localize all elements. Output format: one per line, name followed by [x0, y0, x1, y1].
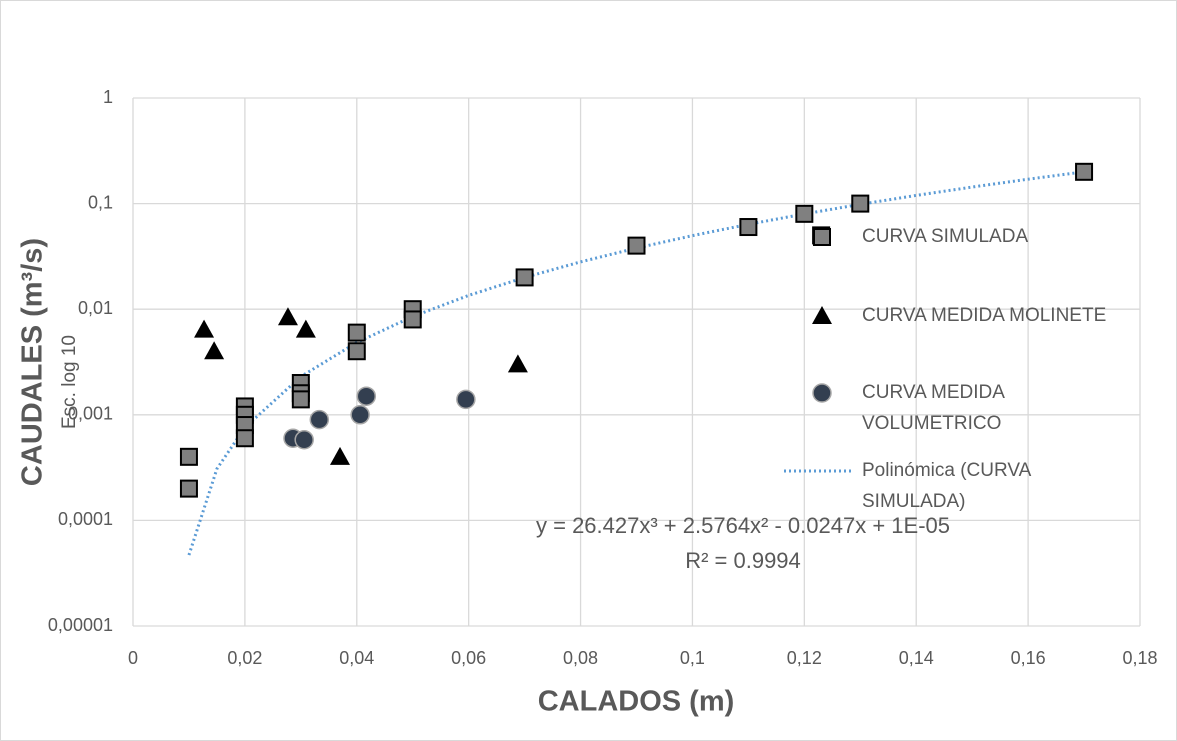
- triangle-marker: [295, 319, 316, 338]
- circle-marker: [309, 409, 330, 430]
- x-tick-label: 0,06: [451, 648, 486, 668]
- circle-marker: [350, 405, 370, 425]
- y-tick-label: 0,01: [78, 298, 113, 318]
- triangle-marker: [812, 306, 832, 324]
- triangle-marker: [507, 354, 528, 373]
- x-tick-label: 0,12: [787, 648, 822, 668]
- x-axis-title: CALADOS (m): [538, 686, 735, 718]
- trendline: [187, 170, 1085, 556]
- x-tick-label: 0,02: [227, 648, 262, 668]
- square-marker: [739, 218, 758, 237]
- r-squared: R² = 0.9994: [685, 548, 801, 573]
- legend-label: CURVA MEDIDA MOLINETE: [862, 305, 1107, 326]
- x-tick-label: 0,04: [339, 648, 374, 668]
- circle-marker: [812, 383, 832, 403]
- y-tick-label: 1: [103, 87, 113, 107]
- x-tick-label: 0,1: [680, 648, 705, 668]
- square-marker: [347, 342, 366, 361]
- square-marker: [291, 390, 310, 409]
- square-marker: [1075, 162, 1094, 181]
- y-tick-label: 0,00001: [48, 615, 113, 635]
- x-tick-label: 0,16: [1011, 648, 1046, 668]
- triangle-marker: [329, 446, 350, 465]
- square-marker: [795, 204, 814, 223]
- y-tick-label: 0,0001: [58, 509, 113, 529]
- y-axis-note: Esc. log 10: [59, 335, 80, 429]
- square-marker: [403, 310, 422, 329]
- x-tick-label: 0: [128, 648, 138, 668]
- x-tick-label: 0,08: [563, 648, 598, 668]
- square-marker: [851, 194, 870, 213]
- x-tick-label: 0,18: [1122, 648, 1157, 668]
- square-marker: [179, 447, 198, 466]
- triangle-marker: [277, 307, 298, 326]
- triangle-marker: [194, 319, 215, 338]
- y-tick-label: 0,1: [88, 192, 113, 212]
- legend-label: Polinómica (CURVA SIMULADA): [862, 460, 1031, 512]
- y-axis-title: CAUDALES (m³/s): [17, 238, 49, 486]
- legend-label: CURVA MEDIDA VOLUMETRICO: [862, 382, 1004, 434]
- y-tick-label: 0,001: [68, 404, 113, 424]
- square-marker: [179, 479, 198, 498]
- square-marker: [627, 236, 646, 255]
- equation: y = 26.427x³ + 2.5764x² - 0.0247x + 1E-0…: [536, 513, 950, 538]
- triangle-marker: [204, 341, 225, 360]
- legend-label: CURVA SIMULADA: [862, 226, 1029, 247]
- circle-marker: [356, 386, 377, 406]
- x-tick-label: 0,14: [899, 648, 934, 668]
- square-marker: [813, 228, 831, 246]
- square-marker: [235, 429, 254, 448]
- square-marker: [347, 323, 366, 342]
- circle-marker: [294, 430, 314, 450]
- square-marker: [515, 268, 534, 287]
- circle-marker: [456, 389, 476, 410]
